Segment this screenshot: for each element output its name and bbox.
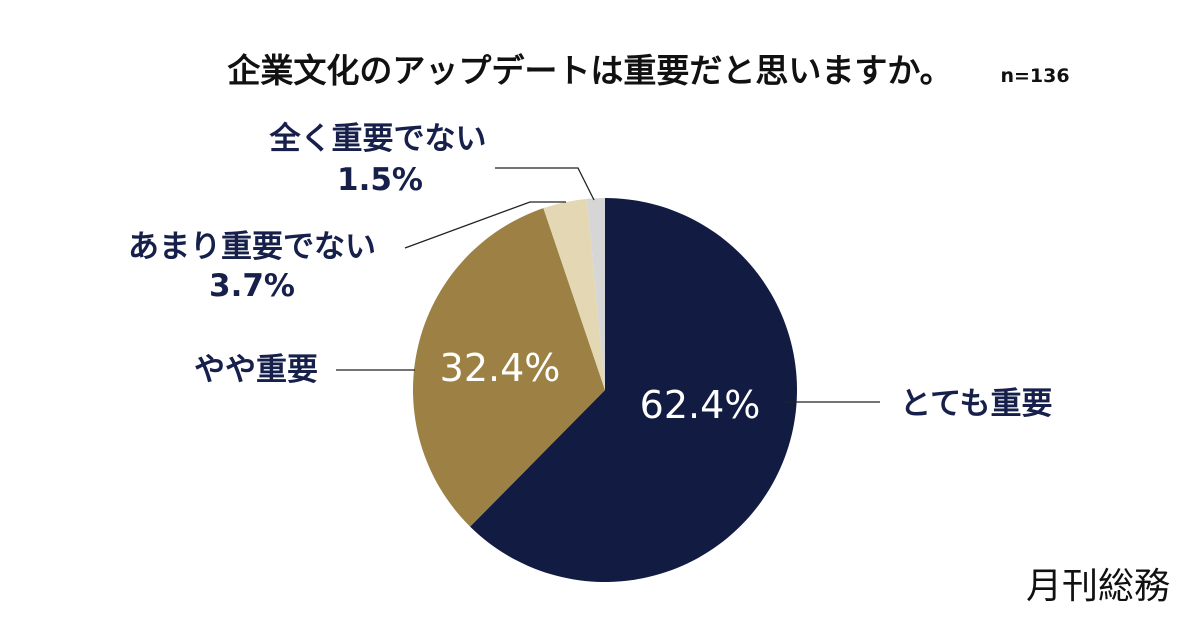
value-not-important: 1.5%: [337, 162, 423, 198]
leader-line-not-very-important: [404, 201, 566, 249]
value-very-important: 62.4%: [640, 383, 761, 427]
slice-not-important: [586, 198, 605, 390]
value-not-very-important: 3.7%: [209, 268, 295, 304]
sample-size-note: n=136: [1000, 65, 1069, 87]
value-somewhat-important: 32.4%: [440, 346, 561, 390]
slice-very-important: [470, 198, 798, 582]
leader-line-not-important: [495, 167, 595, 201]
label-not-very-important: あまり重要でない: [128, 229, 376, 265]
slice-not-very-important: [543, 198, 605, 390]
label-not-important: 全く重要でない: [269, 121, 487, 157]
label-somewhat-important: やや重要: [194, 352, 318, 388]
chart-title: 企業文化のアップデートは重要だと思いますか。: [227, 51, 952, 90]
slice-somewhat-important: [412, 208, 605, 527]
brand-logo-text: 月刊総務: [1026, 566, 1170, 607]
label-very-important: とても重要: [900, 386, 1053, 422]
